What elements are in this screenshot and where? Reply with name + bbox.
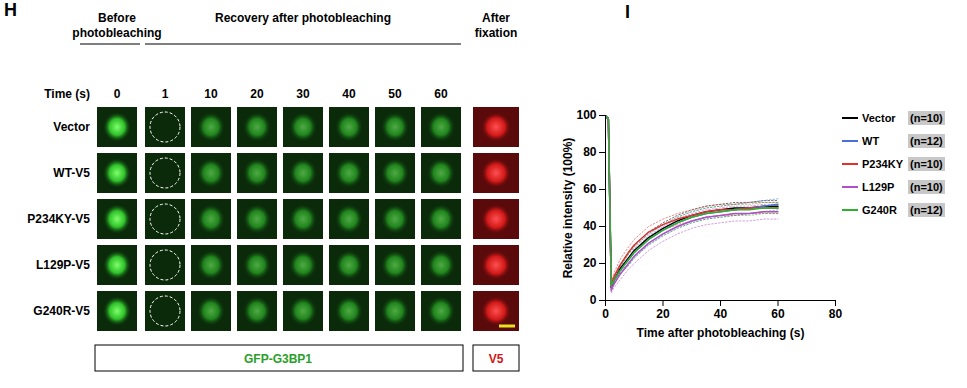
svg-text:WT-V5: WT-V5 [53, 166, 90, 180]
html-text:(n=12): (n=12) [910, 134, 943, 147]
svg-text:10: 10 [204, 87, 218, 101]
html-text:P234KY: P234KY [862, 157, 903, 170]
svg-text:40: 40 [583, 219, 597, 233]
svg-text:30: 30 [296, 87, 310, 101]
html-text:(n=12): (n=12) [910, 203, 943, 216]
svg-text:Recovery after photobleaching: Recovery after photobleaching [215, 11, 391, 25]
html-text:(n=10): (n=10) [910, 180, 943, 193]
svg-text:0: 0 [590, 293, 597, 307]
svg-text:20: 20 [583, 256, 597, 270]
svg-text:60: 60 [583, 182, 597, 196]
svg-text:L129P-V5: L129P-V5 [36, 258, 90, 272]
svg-text:Afterfixation: Afterfixation [475, 11, 518, 40]
svg-text:Time after photobleaching (s): Time after photobleaching (s) [637, 326, 805, 340]
svg-text:20: 20 [250, 87, 264, 101]
svg-text:G240R-V5: G240R-V5 [33, 304, 90, 318]
svg-text:P234KY-V5: P234KY-V5 [27, 212, 90, 226]
svg-text:GFP-G3BP1: GFP-G3BP1 [244, 352, 312, 366]
html-text:I: I [625, 2, 630, 22]
svg-text:20: 20 [656, 307, 670, 321]
svg-text:60: 60 [434, 87, 448, 101]
html-text:G240R: G240R [862, 203, 897, 216]
svg-text:Vector: Vector [53, 120, 90, 134]
svg-text:40: 40 [714, 307, 728, 321]
html-text:WT: WT [862, 134, 880, 147]
svg-text:40: 40 [342, 87, 356, 101]
svg-text:80: 80 [829, 307, 843, 321]
html-text:Vector: Vector [862, 111, 896, 124]
svg-text:0: 0 [114, 87, 121, 101]
svg-text:V5: V5 [489, 352, 504, 366]
svg-text:1: 1 [162, 87, 169, 101]
svg-text:100: 100 [576, 108, 596, 122]
html-text:L129P: L129P [862, 180, 895, 193]
svg-text:60: 60 [771, 307, 785, 321]
svg-text:50: 50 [388, 87, 402, 101]
svg-text:Relative intensity (100%): Relative intensity (100%) [561, 138, 575, 279]
svg-text:H: H [4, 0, 17, 20]
svg-text:0: 0 [602, 307, 609, 321]
html-text:(n=10): (n=10) [910, 157, 943, 170]
svg-text:Time (s): Time (s) [44, 87, 90, 101]
html-text:(n=10): (n=10) [910, 111, 943, 124]
svg-text:80: 80 [583, 145, 597, 159]
svg-text:Beforephotobleaching: Beforephotobleaching [72, 11, 161, 40]
